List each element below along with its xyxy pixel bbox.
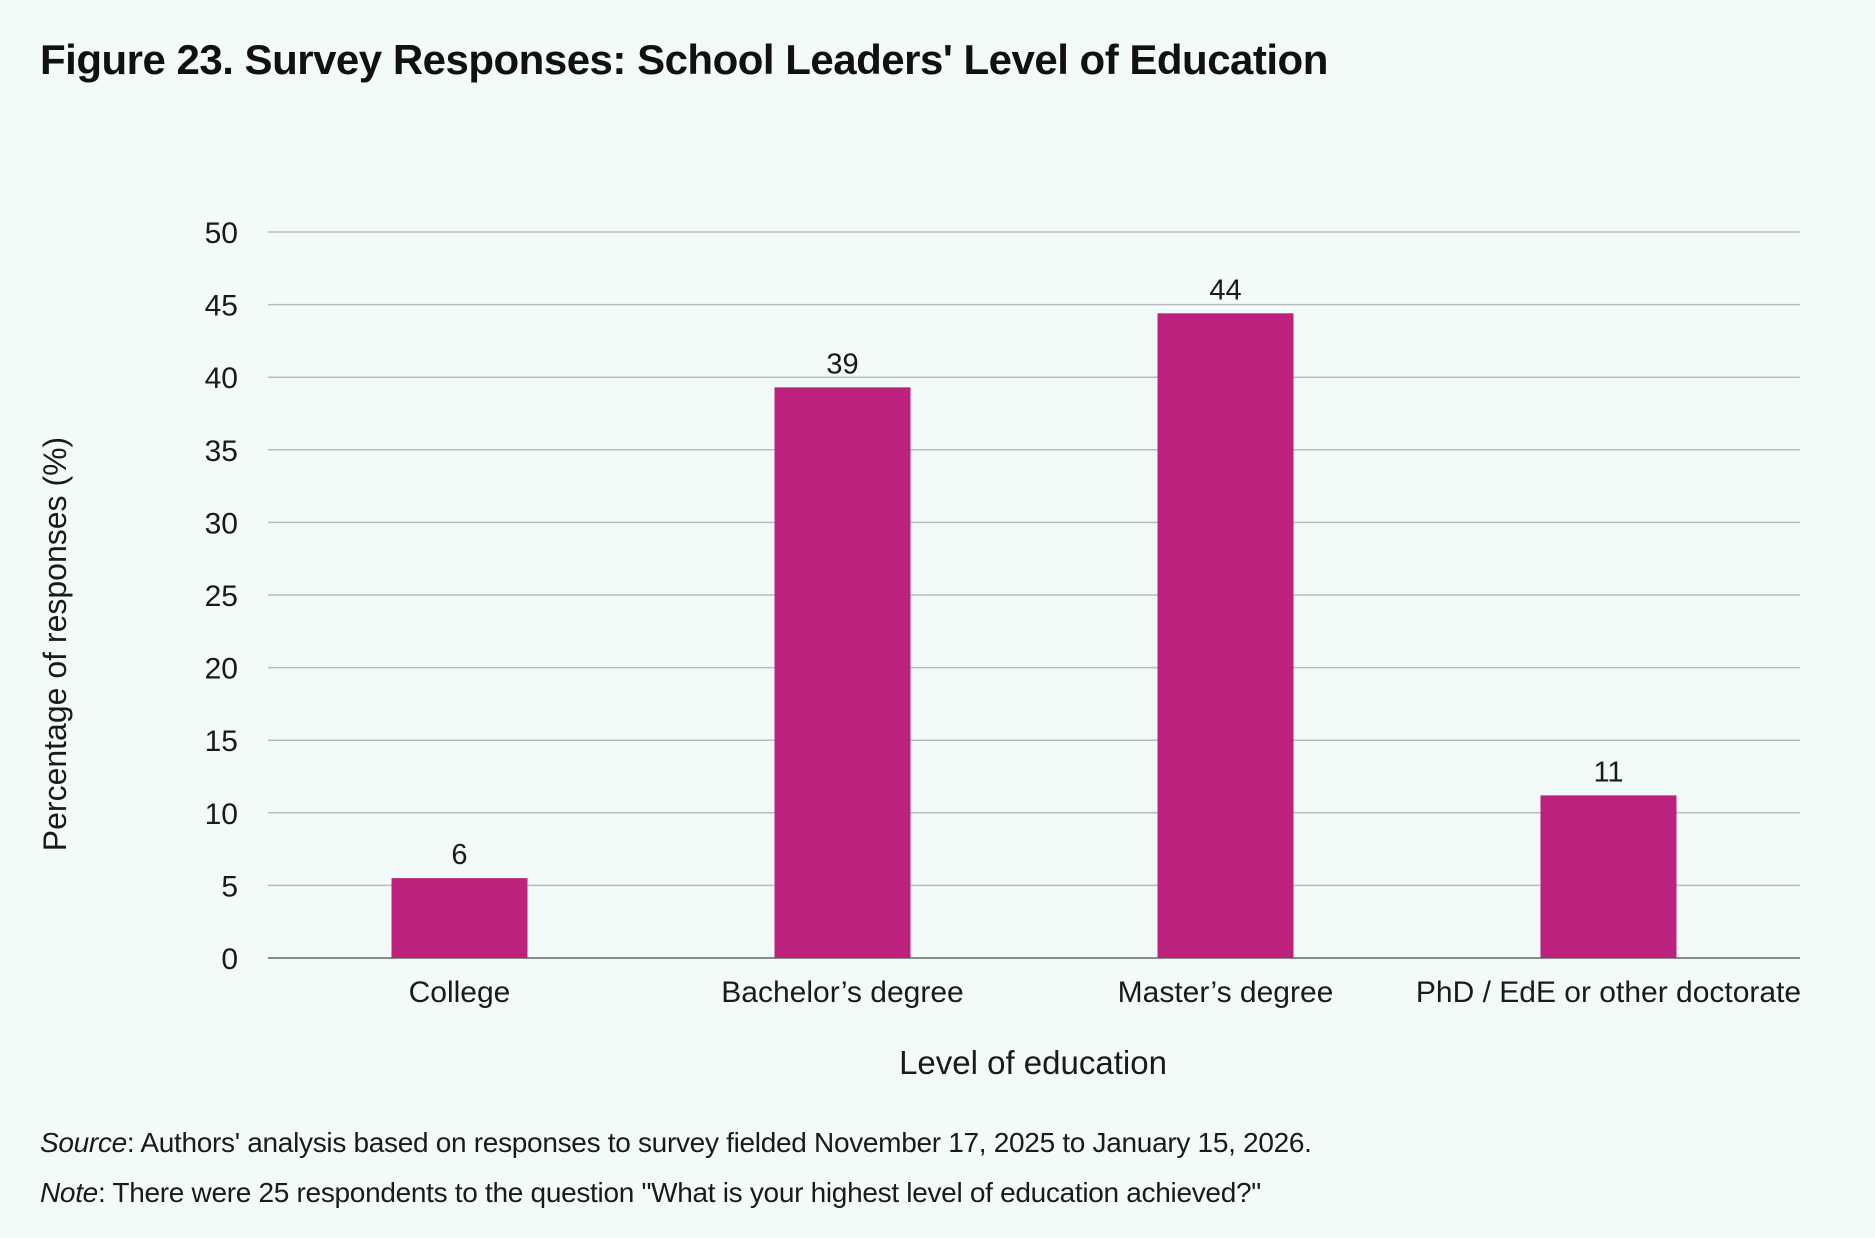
- bar-chart: 0 5 10 15 20 25 30 35 40 45 50 6 39 44 11 College Bach…: [37, 217, 1801, 1081]
- x-tick-label: Master’s degree: [1118, 976, 1334, 1009]
- x-tick-label: College: [409, 976, 511, 1009]
- x-axis-ticks: College Bachelor’s degree Master’s degree P…: [409, 976, 1801, 1009]
- bars: [391, 313, 1677, 958]
- source-note: Source: Authors' analysis based on respo…: [40, 1118, 1840, 1168]
- gridlines: [268, 231, 1800, 959]
- bar: [1540, 795, 1677, 958]
- note-label: Note: [40, 1177, 98, 1208]
- data-label: 6: [451, 839, 467, 871]
- source-label: Source: [40, 1127, 127, 1158]
- data-label: 11: [1593, 756, 1623, 788]
- y-tick-label: 5: [221, 870, 238, 903]
- note-note: Note: There were 25 respondents to the q…: [40, 1168, 1840, 1218]
- y-tick-label: 10: [205, 798, 238, 831]
- y-tick-label: 45: [205, 290, 238, 323]
- bar: [1157, 313, 1294, 958]
- x-tick-label: PhD / EdE or other doctorate: [1416, 976, 1801, 1009]
- data-labels: 6 39 44 11: [451, 274, 1623, 871]
- data-label: 39: [826, 348, 858, 380]
- y-tick-label: 20: [205, 653, 238, 686]
- y-axis-label: Percentage of responses (%): [37, 437, 73, 851]
- y-axis-ticks: 0 5 10 15 20 25 30 35 40 45 50: [205, 217, 238, 976]
- y-tick-label: 30: [205, 507, 238, 540]
- note-text: : There were 25 respondents to the quest…: [97, 1177, 1261, 1208]
- y-tick-label: 15: [205, 725, 238, 758]
- y-tick-label: 25: [205, 580, 238, 613]
- footnotes: Source: Authors' analysis based on respo…: [40, 1118, 1840, 1218]
- y-tick-label: 0: [221, 943, 238, 976]
- y-tick-label: 50: [205, 217, 238, 250]
- figure-title: Figure 23. Survey Responses: School Lead…: [40, 36, 1328, 83]
- y-tick-label: 40: [205, 362, 238, 395]
- bar: [774, 387, 911, 958]
- data-label: 44: [1209, 274, 1241, 306]
- x-tick-label: Bachelor’s degree: [721, 976, 963, 1009]
- x-axis-label: Level of education: [899, 1044, 1167, 1081]
- source-text: : Authors' analysis based on responses t…: [126, 1127, 1312, 1158]
- bar: [391, 878, 528, 958]
- y-tick-label: 35: [205, 435, 238, 468]
